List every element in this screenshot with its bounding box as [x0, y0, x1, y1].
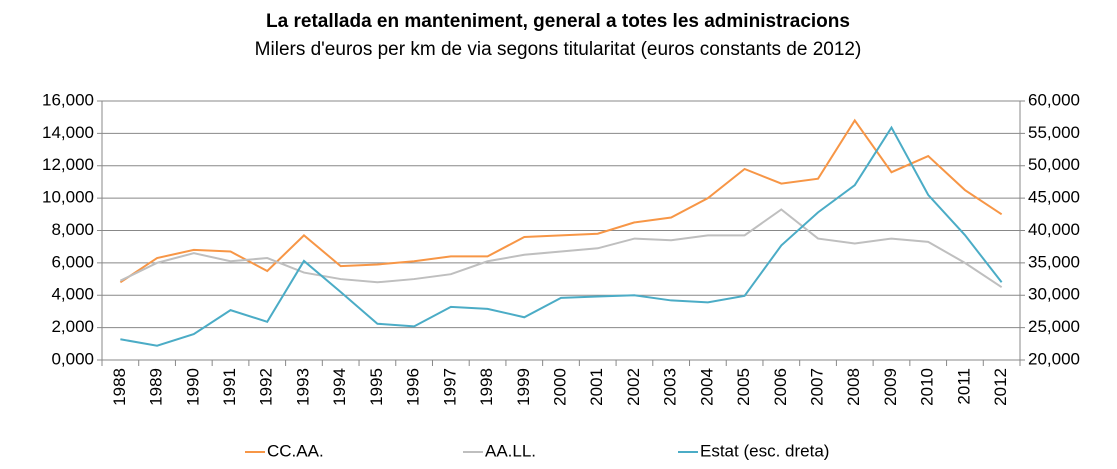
x-tick-label: 1992 — [257, 368, 276, 406]
x-tick-label: 1994 — [330, 368, 349, 406]
x-tick-label: 1990 — [183, 368, 202, 406]
y-tick-label: 8,000 — [51, 220, 94, 239]
x-tick-label: 1998 — [477, 368, 496, 406]
y2-tick-label: 60,000 — [1028, 90, 1080, 109]
x-tick-label: 2003 — [661, 368, 680, 406]
x-tick-label: 2000 — [550, 368, 569, 406]
x-tick-label: 1999 — [514, 368, 533, 406]
y-tick-label: 6,000 — [51, 252, 94, 271]
y-tick-label: 12,000 — [42, 155, 94, 174]
series-line — [120, 125, 1003, 347]
x-tick-label: 2004 — [697, 368, 716, 406]
y2-tick-label: 50,000 — [1028, 155, 1080, 174]
x-tick-label: 1988 — [110, 368, 129, 406]
y-tick-label: 2,000 — [51, 317, 94, 336]
x-tick-label: 2012 — [991, 368, 1010, 406]
x-tick-label: 2010 — [918, 368, 937, 406]
chart-title: La retallada en manteniment, general a t… — [266, 11, 850, 32]
y2-tick-label: 45,000 — [1028, 188, 1080, 207]
y2-tick-label: 30,000 — [1028, 285, 1080, 304]
x-tick-label: 1993 — [293, 368, 312, 406]
x-tick-label: 1996 — [404, 368, 423, 406]
x-tick-label: 2008 — [844, 368, 863, 406]
x-tick-label: 1995 — [367, 368, 386, 406]
legend-label: Estat (esc. dreta) — [700, 441, 829, 460]
y2-tick-label: 55,000 — [1028, 123, 1080, 142]
y-tick-label: 4,000 — [51, 285, 94, 304]
y2-tick-label: 25,000 — [1028, 317, 1080, 336]
series-line — [119, 118, 1003, 284]
x-tick-label: 2009 — [881, 368, 900, 406]
series-line — [119, 208, 1003, 288]
y2-tick-label: 35,000 — [1028, 252, 1080, 271]
y-tick-label: 14,000 — [42, 123, 94, 142]
x-tick-label: 2005 — [734, 368, 753, 406]
legend-label: CC.AA. — [267, 441, 324, 460]
x-tick-label: 1991 — [220, 368, 239, 406]
x-tick-label: 2011 — [954, 368, 973, 405]
y-tick-label: 10,000 — [42, 188, 94, 207]
x-tick-label: 2002 — [624, 368, 643, 406]
chart-subtitle: Milers d'euros per km de via segons titu… — [255, 39, 862, 60]
x-tick-label: 2006 — [771, 368, 790, 406]
legend-label: AA.LL. — [485, 441, 536, 460]
y-tick-label: 0,000 — [51, 349, 94, 368]
y-tick-label: 16,000 — [42, 90, 94, 109]
x-tick-label: 1997 — [440, 368, 459, 406]
y2-tick-label: 40,000 — [1028, 220, 1080, 239]
x-tick-label: 2001 — [587, 368, 606, 406]
x-tick-label: 2007 — [808, 368, 827, 406]
x-tick-label: 1989 — [147, 368, 166, 406]
y2-tick-label: 20,000 — [1028, 349, 1080, 368]
